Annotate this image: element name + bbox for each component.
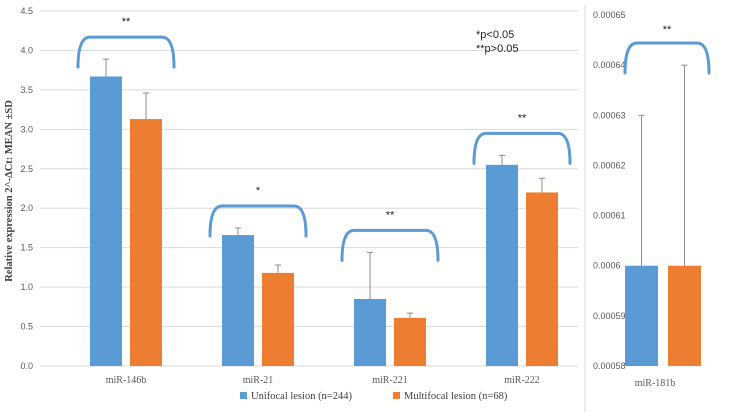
bar-miR-21-series-2 xyxy=(262,272,294,366)
main-category-labels: miR-146b miR-21 miR-221 miR-222 xyxy=(106,375,540,386)
bar-miR-222-series-1 xyxy=(486,164,518,366)
bar-miR-146b-series-1 xyxy=(90,76,122,366)
bar-miR-221-series-1 xyxy=(354,298,386,366)
secondary-y-tick-label: 0.00059 xyxy=(593,311,626,321)
main-y-tick-label: 3.5 xyxy=(20,85,33,95)
main-bars xyxy=(90,58,558,366)
bar-miR-222-series-2 xyxy=(526,192,558,366)
legend-label-unifocal: Unifocal lesion (n=244) xyxy=(251,391,352,402)
significance-note-1: *p<0.05 xyxy=(476,29,514,41)
main-y-ticks: 0.0 0.5 1.0 1.5 2.0 2.5 3.0 3.5 4.0 4.5 xyxy=(20,6,33,371)
secondary-y-tick-label: 0.00062 xyxy=(593,160,626,170)
main-y-tick-label: 0.5 xyxy=(20,322,33,332)
category-label-miR-181b: miR-181b xyxy=(635,378,676,389)
significance-mark-miR-146b: ** xyxy=(122,16,131,28)
significance-bracket-miR-21 xyxy=(208,204,308,238)
secondary-y-ticks: 0.00058 0.00059 0.0006 0.00061 0.00062 0.0006… xyxy=(593,10,626,371)
secondary-category-labels: miR-181b xyxy=(635,378,676,389)
legend: Unifocal lesion (n=244) Multifocal lesio… xyxy=(240,391,508,402)
bar-miR-181b-series-2 xyxy=(668,265,701,366)
secondary-y-tick-label: 0.00061 xyxy=(593,211,626,221)
secondary-y-tick-label: 0.00063 xyxy=(593,110,626,120)
significance-mark-miR-222: ** xyxy=(518,112,527,124)
bar-miR-21-series-1 xyxy=(222,235,254,366)
secondary-y-tick-label: 0.0006 xyxy=(593,261,621,271)
significance-bracket-miR-222 xyxy=(472,131,572,165)
category-label-miR-221: miR-221 xyxy=(372,375,408,386)
main-significance-brackets: ******* xyxy=(76,16,572,262)
secondary-y-tick-label: 0.00058 xyxy=(593,361,626,371)
main-y-tick-label: 2.5 xyxy=(20,164,33,174)
main-y-tick-label: 1.5 xyxy=(20,243,33,253)
significance-bracket-miR-221 xyxy=(340,228,440,262)
significance-note-2: **p>0.05 xyxy=(476,43,519,55)
legend-swatch-multifocal xyxy=(393,392,400,399)
main-y-tick-label: 0.0 xyxy=(20,361,33,371)
category-label-miR-21: miR-21 xyxy=(243,375,274,386)
legend-swatch-unifocal xyxy=(240,392,247,399)
main-y-tick-label: 4.5 xyxy=(20,6,33,16)
bar-miR-221-series-2 xyxy=(394,317,426,366)
main-gridlines xyxy=(40,10,578,367)
secondary-y-tick-label: 0.00065 xyxy=(593,10,626,20)
main-y-tick-label: 1.0 xyxy=(20,282,33,292)
bar-miR-146b-series-2 xyxy=(130,119,162,366)
significance-mark-miR-21: * xyxy=(256,185,261,197)
secondary-y-tick-label: 0.00064 xyxy=(593,60,626,70)
secondary-significance-bracket: ** xyxy=(623,24,711,75)
bar-miR-181b-series-1 xyxy=(625,265,658,366)
main-y-tick-label: 2.0 xyxy=(20,203,33,213)
legend-label-multifocal: Multifocal lesion (n=68) xyxy=(404,391,508,402)
significance-mark-miR-221: ** xyxy=(386,209,395,221)
category-label-miR-146b: miR-146b xyxy=(106,375,147,386)
main-y-tick-label: 4.0 xyxy=(20,45,33,55)
significance-bracket-miR-146b xyxy=(76,35,176,69)
significance-mark-miR-181b: ** xyxy=(663,24,672,36)
significance-bracket-miR-181b xyxy=(623,41,711,75)
y-axis-label: Relative expression 2^-ΔCt: MEAN ±SD xyxy=(4,100,15,282)
main-y-tick-label: 3.0 xyxy=(20,124,33,134)
category-label-miR-222: miR-222 xyxy=(504,375,540,386)
secondary-bars xyxy=(625,64,701,366)
